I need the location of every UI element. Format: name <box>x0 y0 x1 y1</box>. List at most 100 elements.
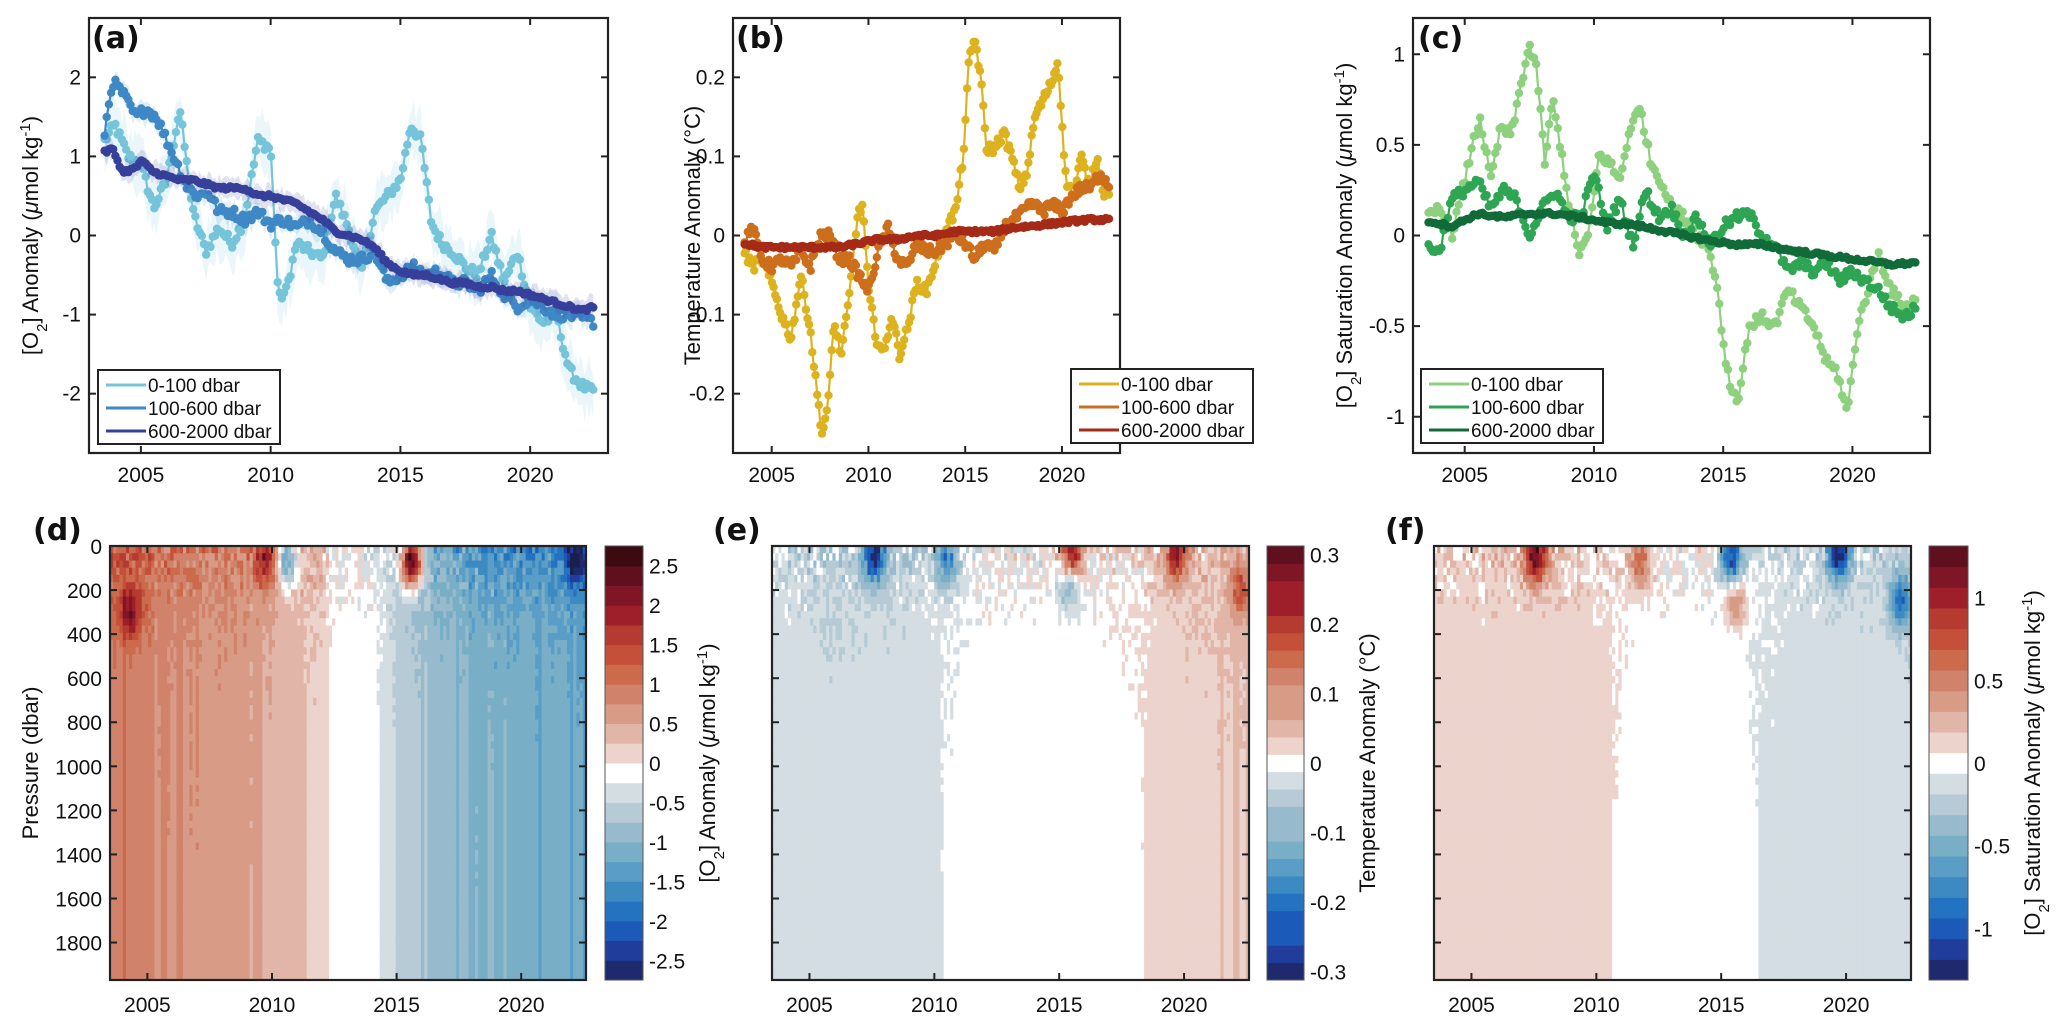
heatmap-cell <box>129 777 133 786</box>
heatmap-cell <box>183 878 187 887</box>
heatmap-cell <box>246 791 251 800</box>
heatmap-cell <box>163 560 168 569</box>
heatmap-cell <box>240 690 244 699</box>
heatmap-cell <box>186 741 190 750</box>
heatmap-cell <box>151 676 156 685</box>
heatmap-cell <box>135 820 140 829</box>
heatmap-cell <box>157 842 162 851</box>
data-point <box>154 194 163 204</box>
heatmap-cell <box>144 857 149 865</box>
data-point <box>1557 149 1567 159</box>
heatmap-cell <box>233 820 238 829</box>
heatmap-cell <box>160 900 165 909</box>
heatmap-cell <box>151 625 156 634</box>
heatmap-cell <box>119 553 124 562</box>
heatmap-cell <box>113 546 117 554</box>
heatmap-cell <box>224 640 228 648</box>
heatmap-cell <box>198 763 203 771</box>
heatmap-cell <box>195 871 200 880</box>
heatmap-cell <box>179 741 184 750</box>
data-point <box>1855 316 1864 326</box>
panel-label: (a) <box>92 21 140 56</box>
heatmap-cell <box>217 777 222 786</box>
heatmap-cell <box>170 553 175 562</box>
heatmap-cell <box>249 582 254 591</box>
heatmap-cell <box>249 784 254 793</box>
heatmap-cell <box>246 951 251 959</box>
heatmap-cell <box>135 842 140 851</box>
heatmap-cell <box>170 647 175 656</box>
heatmap-cell <box>151 647 156 656</box>
data-point <box>1471 131 1481 140</box>
heatmap-cell <box>148 900 152 909</box>
heatmap-cell <box>214 965 219 974</box>
heatmap-cell <box>240 546 244 554</box>
heatmap-cell <box>202 835 206 844</box>
heatmap-cell <box>246 886 251 894</box>
heatmap-cell <box>224 922 228 930</box>
heatmap-cell <box>202 900 206 909</box>
heatmap-cell <box>138 632 143 641</box>
heatmap-cell <box>110 828 114 836</box>
heatmap-cell <box>240 784 244 793</box>
heatmap-cell <box>214 741 219 750</box>
heatmap-cell <box>198 820 203 829</box>
heatmap-cell <box>148 748 152 757</box>
heatmap-cell <box>183 907 187 916</box>
heatmap-cell <box>122 842 127 851</box>
heatmap-cell <box>217 618 222 627</box>
heatmap-cell <box>176 560 181 569</box>
heatmap-cell <box>189 849 194 858</box>
heatmap-cell <box>208 791 213 800</box>
heatmap-cell <box>214 791 219 800</box>
heatmap-cell <box>125 929 130 938</box>
heatmap-cell <box>173 697 178 706</box>
heatmap-cell <box>252 719 257 728</box>
heatmap-cell <box>129 900 133 909</box>
heatmap-cell <box>167 784 171 793</box>
heatmap-cell <box>240 900 244 909</box>
heatmap-cell <box>186 799 190 808</box>
heatmap-cell <box>186 553 190 562</box>
heatmap-cell <box>221 857 225 865</box>
heatmap-cell <box>186 907 190 916</box>
heatmap-cell <box>141 806 146 815</box>
heatmap-cell <box>205 734 209 742</box>
heatmap-cell <box>170 763 175 771</box>
heatmap-cell <box>227 965 232 974</box>
heatmap-cell <box>122 914 127 923</box>
heatmap-cell <box>221 712 225 721</box>
heatmap-cell <box>119 820 124 829</box>
heatmap-cell <box>217 676 222 685</box>
heatmap-cell <box>176 596 181 605</box>
heatmap-cell <box>122 777 127 786</box>
heatmap-cell <box>148 893 152 902</box>
heatmap-cell <box>249 567 254 576</box>
heatmap-cell <box>198 734 203 742</box>
heatmap-cell <box>233 864 238 873</box>
heatmap-cell <box>249 900 254 909</box>
heatmap-cell <box>135 697 140 706</box>
heatmap-cell <box>246 647 251 656</box>
heatmap-cell <box>129 741 133 750</box>
data-point <box>996 138 1006 147</box>
heatmap-cell <box>233 719 238 728</box>
data-point <box>1527 229 1537 238</box>
heatmap-cell <box>249 690 254 699</box>
heatmap-cell <box>170 936 175 945</box>
heatmap-cell <box>211 632 216 641</box>
heatmap-cell <box>233 799 238 808</box>
heatmap-cell <box>179 647 184 656</box>
heatmap-cell <box>138 755 143 764</box>
heatmap-cell <box>252 886 257 894</box>
heatmap-cell <box>227 943 232 952</box>
heatmap-cell <box>151 907 156 916</box>
data-point <box>1024 158 1033 167</box>
data-point <box>424 195 434 204</box>
heatmap-cell <box>170 951 175 959</box>
heatmap-cell <box>122 784 127 793</box>
heatmap-cell <box>217 574 222 583</box>
heatmap-cell <box>186 748 190 757</box>
